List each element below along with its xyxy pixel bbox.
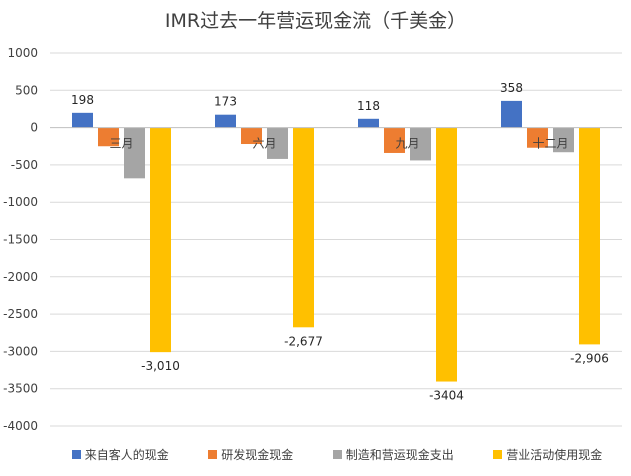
bar	[501, 100, 522, 128]
data-label: 173	[214, 95, 237, 109]
data-label: -2,906	[570, 351, 609, 365]
bar	[150, 127, 171, 353]
legend-label: 营业活动使用现金	[506, 448, 603, 462]
bar	[293, 127, 314, 328]
chart-legend: 来自客人的现金 研发现金现金 制造和营运现金支出 营业活动使用现金	[52, 446, 622, 463]
y-tick-label: -1000	[3, 195, 38, 209]
x-category-label: 六月	[252, 137, 276, 151]
legend-item: 研发现金现金	[208, 446, 293, 463]
bar	[241, 127, 262, 145]
y-tick-label: -3000	[3, 344, 38, 358]
y-tick-label: -2000	[3, 270, 38, 284]
bar	[124, 127, 145, 179]
x-category-label: 三月	[109, 137, 133, 151]
data-labels: 198 -3,010 173 -2,677 118 -3404 358 -2,906	[71, 81, 609, 403]
bar	[410, 127, 431, 161]
legend-swatch	[493, 450, 503, 459]
bar	[215, 114, 236, 128]
axes: 1000 500 0 -500 -1000 -1500 -2000 -2500 -3000 -35…	[3, 46, 622, 433]
y-tick-label: -2500	[3, 307, 38, 321]
y-tick-label: 0	[30, 121, 38, 135]
data-label: -3,010	[141, 359, 180, 373]
bar	[527, 127, 548, 148]
legend-item: 制造和营运现金支出	[332, 446, 454, 463]
legend-label: 研发现金现金	[221, 448, 294, 462]
legend-swatch	[71, 450, 81, 459]
legend-item: 来自客人的现金	[71, 446, 169, 463]
legend-swatch	[208, 450, 218, 459]
bar	[579, 127, 600, 345]
bar	[384, 127, 405, 153]
bars	[72, 100, 600, 382]
data-label: 198	[71, 93, 94, 107]
bar	[98, 127, 119, 147]
legend-label: 来自客人的现金	[84, 448, 169, 462]
y-tick-label: -1500	[3, 233, 38, 247]
x-category-label: 十二月	[532, 137, 568, 151]
bar	[553, 127, 574, 153]
y-tick-label: 1000	[7, 46, 38, 60]
chart-title: IMR过去一年营运现金流（千美金）	[164, 10, 467, 32]
data-label: 118	[357, 99, 380, 113]
y-tick-label: -4000	[3, 419, 38, 433]
y-tick-label: 500	[15, 83, 38, 97]
legend-swatch	[332, 450, 342, 459]
y-tick-label: -3500	[3, 382, 38, 396]
bar	[267, 127, 288, 159]
y-tick-label: -500	[11, 158, 38, 172]
legend-label: 制造和营运现金支出	[345, 448, 454, 462]
bar	[358, 118, 379, 128]
x-category-label: 九月	[395, 137, 419, 151]
bar	[72, 112, 93, 128]
data-label: -2,677	[284, 334, 323, 348]
legend-item: 营业活动使用现金	[493, 446, 602, 463]
gridlines	[50, 52, 622, 427]
data-label: 358	[500, 81, 523, 95]
bar	[436, 127, 457, 382]
data-label: -3404	[429, 389, 464, 403]
